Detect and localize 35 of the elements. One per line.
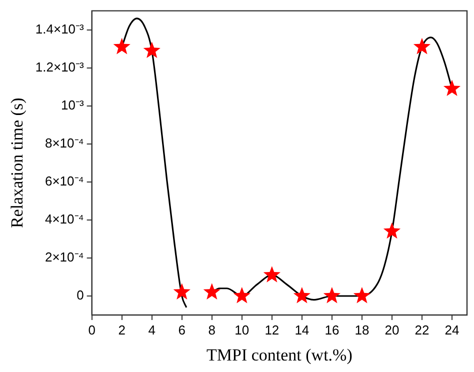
point: [323, 286, 341, 304]
x-tick-label: 18: [354, 322, 370, 338]
y-tick-label: 1.4×10⁻³: [35, 21, 85, 36]
point: [203, 283, 220, 300]
x-tick-label: 14: [294, 322, 310, 338]
y-tick-label: 10⁻³: [61, 97, 85, 112]
point: [443, 80, 461, 96]
x-tick-label: 22: [414, 322, 430, 338]
x-tick-label: 2: [118, 322, 126, 338]
y-tick-label: 4×10⁻⁴: [44, 212, 84, 227]
point: [233, 286, 250, 304]
x-tick-label: 12: [264, 322, 280, 338]
point: [143, 42, 160, 58]
y-tick-label: 2×10⁻⁴: [44, 250, 84, 265]
y-tick-label: 1.2×10⁻³: [35, 59, 85, 74]
y-tick-label: 8×10⁻⁴: [44, 135, 84, 150]
point: [293, 286, 310, 304]
x-tick-label: 24: [444, 322, 460, 338]
x-tick-label: 16: [324, 322, 340, 338]
x-tick-label: 0: [88, 322, 96, 338]
point: [413, 38, 431, 54]
point: [263, 266, 280, 282]
x-tick-label: 6: [178, 322, 186, 338]
point: [383, 222, 401, 239]
x-tick-label: 4: [148, 322, 156, 338]
y-axis-title: Relaxation time (s): [8, 98, 27, 228]
x-tick-label: 8: [208, 322, 216, 338]
x-tick-label: 20: [384, 322, 400, 338]
point: [113, 38, 130, 54]
x-tick-label: 10: [234, 322, 250, 338]
x-axis-title: TMPI content (wt.%): [206, 345, 352, 364]
point: [173, 283, 190, 300]
y-tick-label: 6×10⁻⁴: [44, 173, 84, 188]
point: [353, 286, 371, 304]
y-tick-label: 0: [76, 288, 84, 303]
